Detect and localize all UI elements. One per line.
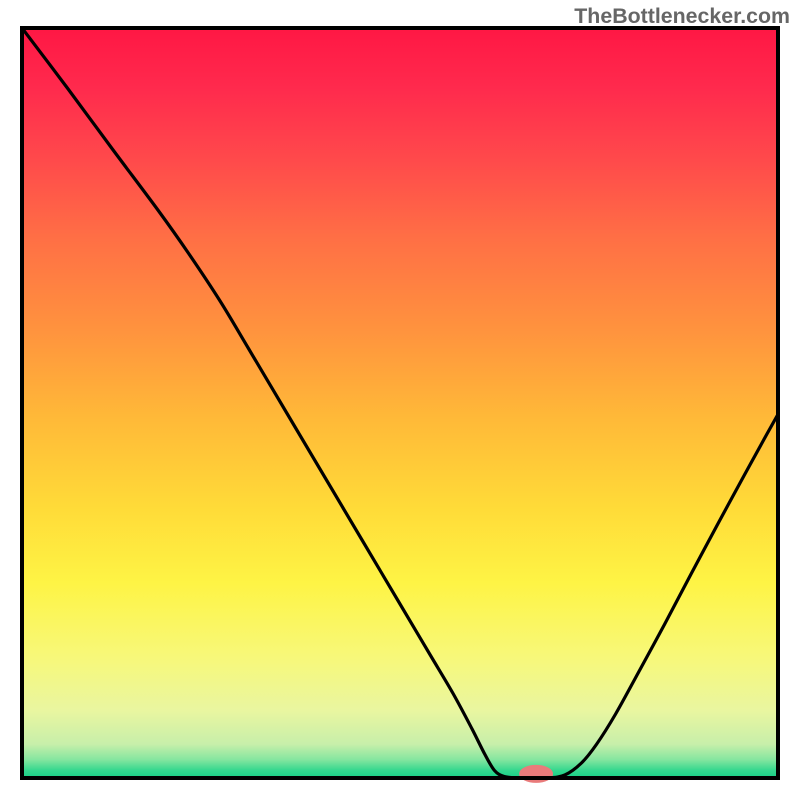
chart-stage: TheBottlenecker.com xyxy=(0,0,800,800)
chart-svg xyxy=(0,0,800,800)
optimal-marker xyxy=(519,765,553,783)
watermark-text: TheBottlenecker.com xyxy=(574,4,790,29)
gradient-background xyxy=(22,28,778,778)
